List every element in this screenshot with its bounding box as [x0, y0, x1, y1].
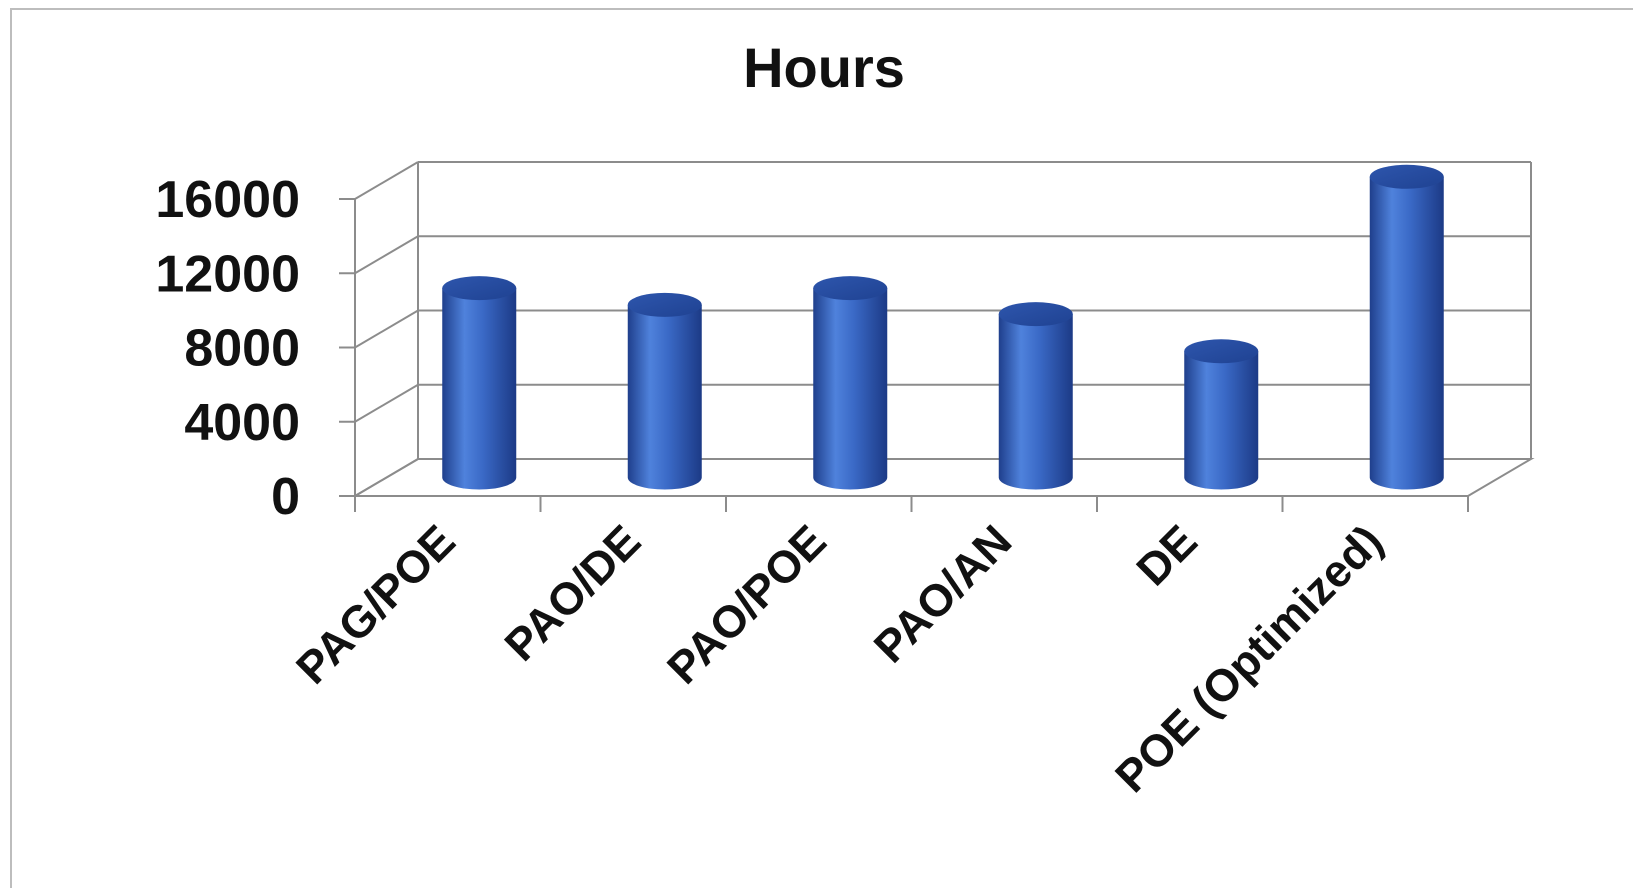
x-category-label: PAO/POE — [657, 515, 836, 694]
gridline-diagonal — [354, 458, 419, 497]
x-category-label: DE — [1127, 515, 1207, 595]
chart-frame — [10, 8, 1633, 888]
bar-body — [1184, 351, 1259, 490]
bar-body — [627, 304, 702, 490]
bar — [627, 292, 702, 490]
y-tick-label: 0 — [271, 468, 300, 526]
bar-top — [813, 276, 888, 301]
y-tick-label: 8000 — [184, 320, 300, 378]
gridline-diagonal — [354, 161, 419, 200]
bars — [442, 164, 1444, 490]
bar-body — [998, 314, 1073, 490]
x-category-label: PAG/POE — [286, 515, 465, 694]
gridline-diagonal — [354, 309, 419, 349]
bar — [998, 302, 1073, 490]
bar — [813, 276, 888, 490]
bar-body — [1369, 176, 1444, 490]
y-tick-label: 4000 — [184, 394, 300, 452]
bar-body — [442, 288, 517, 490]
chart-title: Hours — [743, 36, 905, 99]
bar — [442, 276, 517, 490]
bar-top — [1184, 339, 1259, 364]
axes — [339, 161, 1535, 512]
gridline-diagonal — [354, 383, 419, 423]
bar-top — [998, 302, 1073, 327]
x-category-label: PAO/AN — [864, 515, 1021, 672]
bar-body — [813, 288, 888, 490]
chart-floor — [351, 458, 1535, 497]
y-tick-label: 12000 — [155, 245, 300, 303]
bar — [1184, 339, 1259, 490]
x-category-label: PAO/DE — [495, 515, 651, 671]
gridline-diagonal — [354, 235, 419, 275]
bar-top — [627, 292, 702, 317]
bar-top — [442, 276, 517, 301]
y-tick-label: 16000 — [155, 171, 300, 229]
bar-top — [1369, 164, 1444, 189]
bar — [1369, 164, 1444, 490]
